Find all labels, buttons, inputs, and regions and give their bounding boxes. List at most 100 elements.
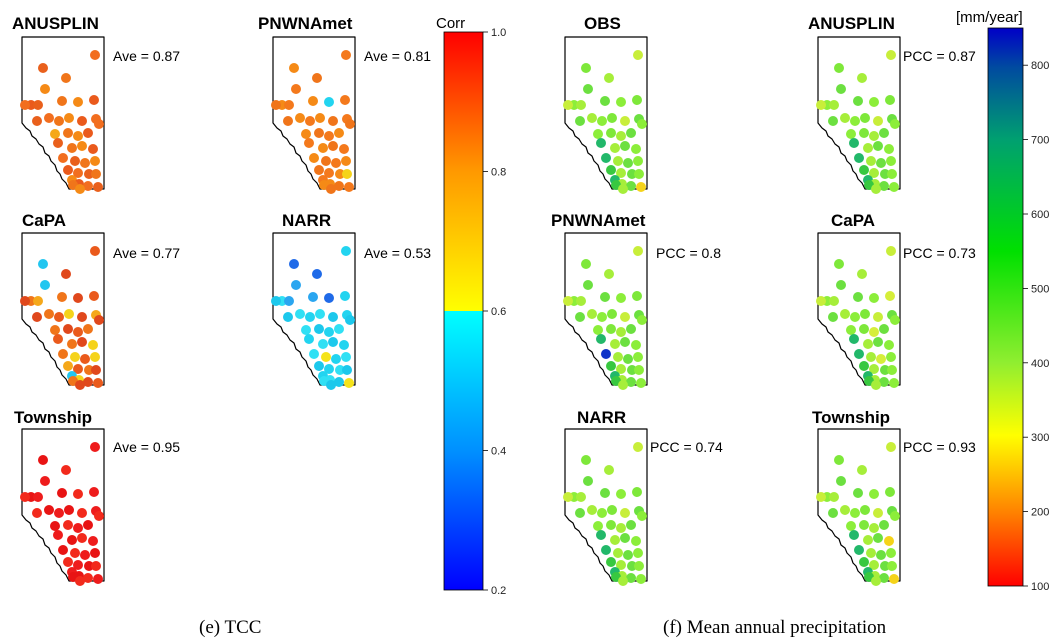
station-point <box>879 377 889 387</box>
province-outline <box>272 36 356 190</box>
colorbar-tick-label: 0.4 <box>491 446 506 458</box>
station-point <box>318 339 328 349</box>
station-point <box>89 291 99 301</box>
station-point <box>90 50 100 60</box>
colorbar-ticks: 0.2 0.4 0.6 0.8 1.0 <box>483 27 506 597</box>
station-point <box>854 545 864 555</box>
station-point <box>77 141 87 151</box>
panel-title: CaPA <box>22 211 66 230</box>
station-point <box>873 337 883 347</box>
station-point <box>63 324 73 334</box>
station-point <box>633 442 643 452</box>
station-point <box>38 259 48 269</box>
station-map <box>563 232 648 390</box>
station-point <box>828 312 838 322</box>
station-map <box>20 36 105 194</box>
station-point <box>305 312 315 322</box>
station-point <box>93 378 103 388</box>
station-point <box>54 116 64 126</box>
station-point <box>84 169 94 179</box>
station-point <box>328 116 338 126</box>
station-point <box>601 545 611 555</box>
station-point <box>331 354 341 364</box>
station-point <box>834 259 844 269</box>
colorbar-tick-label: 300 <box>1031 432 1049 444</box>
station-point <box>816 492 826 502</box>
station-point <box>876 158 886 168</box>
station-point <box>859 324 869 334</box>
station-point <box>829 100 839 110</box>
station-point <box>67 143 77 153</box>
station-point <box>623 550 633 560</box>
station-point <box>604 269 614 279</box>
panel-title: NARR <box>282 211 331 230</box>
station-point <box>876 550 886 560</box>
station-point <box>271 296 281 306</box>
station-point <box>291 84 301 94</box>
station-point <box>857 269 867 279</box>
prec-panel-capa: CaPA PCC = 0.73 <box>816 211 976 390</box>
station-point <box>334 377 344 387</box>
station-point <box>829 296 839 306</box>
station-point <box>575 508 585 518</box>
station-point <box>83 128 93 138</box>
station-point <box>63 128 73 138</box>
station-point <box>57 488 67 498</box>
panel-title: PNWNAmet <box>258 14 353 33</box>
station-point <box>308 292 318 302</box>
station-point <box>859 165 869 175</box>
station-point <box>44 113 54 123</box>
station-point <box>563 492 573 502</box>
tcc-panel-anusplin: ANUSPLIN Ave = 0.87 <box>12 14 180 194</box>
station-point <box>64 505 74 515</box>
station-point <box>341 246 351 256</box>
station-point <box>597 116 607 126</box>
station-point <box>73 293 83 303</box>
station-point <box>94 315 104 325</box>
station-point <box>636 182 646 192</box>
station-point <box>601 153 611 163</box>
station-point <box>879 520 889 530</box>
province-outline <box>564 428 648 582</box>
station-point <box>581 455 591 465</box>
station-point <box>90 246 100 256</box>
station-point <box>326 380 336 390</box>
station-point <box>20 100 30 110</box>
station-point <box>836 476 846 486</box>
station-point <box>884 144 894 154</box>
panel-title: ANUSPLIN <box>12 14 99 33</box>
station-point <box>887 365 897 375</box>
station-point <box>889 574 899 584</box>
panel-stat: Ave = 0.53 <box>364 245 431 261</box>
station-point <box>83 573 93 583</box>
station-point <box>593 521 603 531</box>
station-point <box>631 340 641 350</box>
station-point <box>271 100 281 110</box>
station-point <box>89 487 99 497</box>
station-point <box>859 520 869 530</box>
station-point <box>20 296 30 306</box>
station-point <box>596 334 606 344</box>
station-point <box>318 143 328 153</box>
station-point <box>321 156 331 166</box>
station-point <box>50 325 60 335</box>
station-point <box>829 492 839 502</box>
panel-stat: PCC = 0.87 <box>903 48 976 64</box>
colorbar-tick-label: 400 <box>1031 358 1049 370</box>
station-point <box>340 95 350 105</box>
station-point <box>581 63 591 73</box>
station-point <box>634 561 644 571</box>
station-point <box>315 113 325 123</box>
panel-title: PNWNAmet <box>551 211 646 230</box>
tcc-panel-township: Township Ave = 0.95 <box>14 408 180 586</box>
station-point <box>61 269 71 279</box>
station-point <box>616 489 626 499</box>
station-point <box>616 168 626 178</box>
province-outline <box>272 232 356 386</box>
station-point <box>637 315 647 325</box>
station-point <box>576 296 586 306</box>
station-point <box>850 116 860 126</box>
station-point <box>67 339 77 349</box>
prec-colorbar: [mm/year] 100 200 300 400 500 600 700 800 <box>956 9 1049 593</box>
station-point <box>70 352 80 362</box>
